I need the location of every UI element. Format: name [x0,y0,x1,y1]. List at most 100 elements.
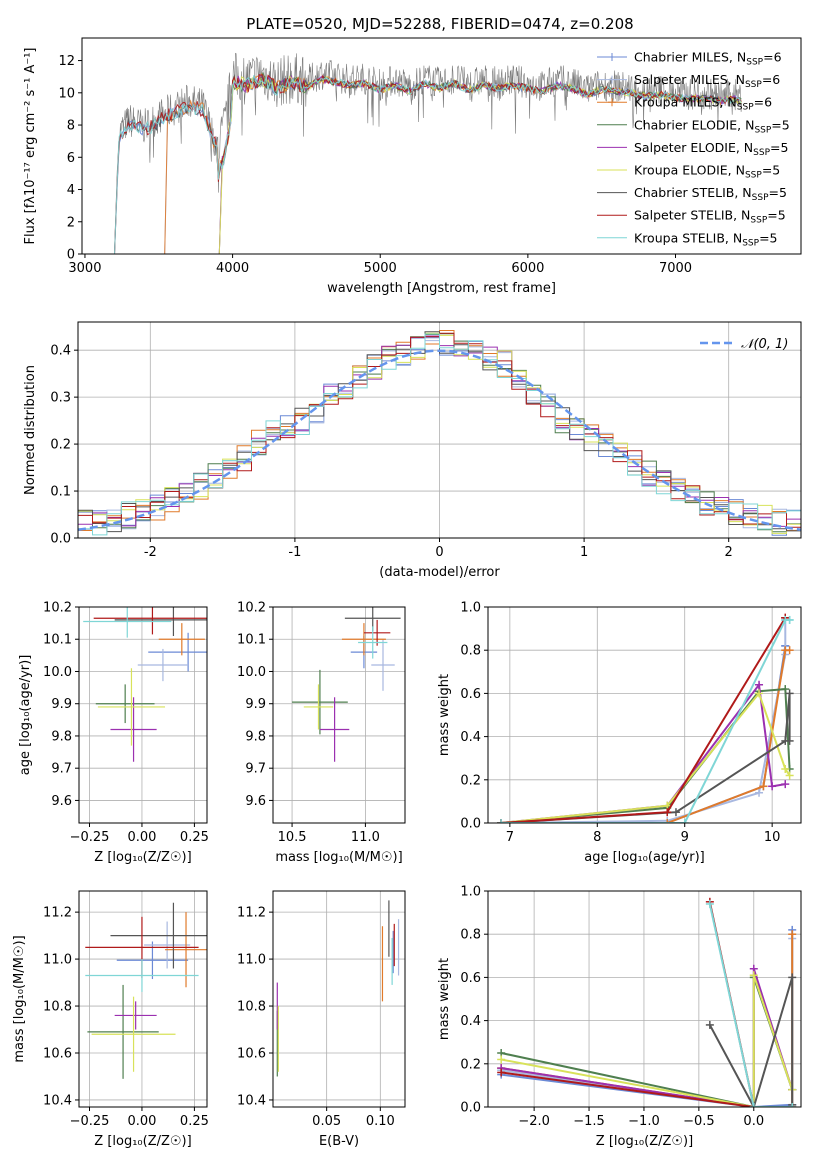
x-tick-label: 1 [580,545,588,560]
legend-rest: =6 [754,95,772,110]
x-tick-label: 0.0 [743,1114,764,1129]
x-tick-label: 7 [506,830,514,845]
y-tick-label: 10.2 [237,601,266,616]
y-tick-label: 0.8 [460,928,481,943]
y-tick-label: 10.4 [237,1093,266,1108]
legend-sub: SSP [737,103,754,113]
y-tick-label: 10.4 [43,1093,72,1108]
y-tick-label: 0.2 [460,773,481,788]
x-tick-label: 0.00 [127,830,156,845]
axes-frame [78,890,208,1108]
y-axis-label: Normed distribution [23,365,38,495]
x-tick-label: 4000 [216,261,249,276]
x-axis-label: mass [log₁₀(M/M☉)] [275,850,402,865]
x-tick-label: −0.25 [70,1114,110,1129]
y-axis-label: Flux [fλ10⁻¹⁷ erg cm⁻² s⁻¹ A⁻¹] [23,48,38,245]
legend-label: Chabrier MILES, NSSP=6 [634,50,782,68]
y-tick-label: 11.0 [43,953,72,968]
y-tick-label: 2 [67,215,75,230]
x-tick-label: 10.5 [278,830,307,845]
x-tick-label: 0.00 [127,1114,156,1129]
legend-sub: SSP [754,125,771,135]
x-tick-label: 0.25 [180,830,209,845]
axes-frame [272,890,406,1108]
x-tick-label: 0 [435,545,443,560]
y-tick-label: 0.4 [50,344,71,359]
y-tick-label: 0.2 [50,438,71,453]
legend-sub: SSP [745,80,762,90]
x-tick-label: −2.0 [518,1114,550,1129]
x-tick-label: 0.10 [366,1114,395,1129]
x-tick-label: −0.5 [683,1114,715,1129]
normal-curve [78,349,801,532]
x-tick-label: −0.25 [70,830,110,845]
legend-label: Salpeter STELIB, NSSP=5 [634,208,786,226]
x-axis-label: (data-model)/error [379,565,500,580]
y-tick-label: 9.6 [51,794,72,809]
panel-age_vs_Z: −0.25 0.00 0.25 9.6 9.7 9.8 9.9 10.0 10.1 10.2 Z [… [18,601,209,866]
y-axis-label: age [log₁₀(age/yr)] [18,655,33,776]
y-tick-label: 1.0 [460,885,481,900]
legend-label: Salpeter ELODIE, NSSP=5 [634,140,788,158]
x-tick-label: 8 [593,830,601,845]
x-tick-label: -1 [288,545,301,560]
panel-weight_vs_Z: −2.0 −1.5 −1.0 −0.5 0.0 0.0 0.2 0.4 0.6 0.8 1.0 Z [… [437,885,802,1149]
plot-area-mass_vs_Z [85,902,207,1079]
y-tick-label: 0.0 [50,532,71,547]
legend-label: Kroupa ELODIE, NSSP=5 [634,163,780,181]
y-tick-label: 0.6 [460,687,481,702]
observed-spectrum-line [114,52,742,254]
y-tick-label: 9.9 [51,697,72,712]
y-tick-label: 0.3 [50,391,71,406]
histogram-step-8 [78,333,801,538]
x-tick-label: 10 [764,830,781,845]
legend-sub: SSP [752,193,769,203]
y-tick-label: 10.8 [237,1000,266,1015]
weight-line-0 [501,645,787,823]
legend-label: Kroupa STELIB, NSSP=5 [634,230,778,248]
x-axis-label: E(B-V) [319,1134,359,1149]
legend-sub: SSP [742,238,759,248]
legend-sub: SSP [753,148,770,158]
legend-sub: SSP [746,58,763,68]
panel-mass_vs_ebv: 0.05 0.10 10.4 10.6 10.8 11.0 11.2 E(B-V) [237,890,406,1149]
legend-sub: SSP [745,171,762,181]
y-tick-label: 0.1 [50,485,71,500]
y-tick-label: 9.9 [245,697,266,712]
y-tick-label: 10.1 [43,633,72,648]
weight-line-8 [708,903,793,1107]
weight-line-5 [501,974,794,1107]
x-tick-label: 3000 [68,261,101,276]
axes-frame [78,606,208,824]
legend: Chabrier MILES, NSSP=6 Salpeter MILES, NS… [597,50,790,248]
legend-rest: =5 [770,140,788,155]
axes-frame [487,606,802,824]
weight-line-6 [501,693,791,823]
legend-rest: =5 [759,230,777,245]
y-tick-label: 10.0 [237,665,266,680]
legend-rest: =6 [762,72,780,87]
y-tick-label: 10.2 [43,601,72,616]
y-axis-label: mass weight [437,674,452,756]
x-tick-label: 2 [725,545,733,560]
panel-mass_vs_Z: −0.25 0.00 0.25 10.4 10.6 10.8 11.0 11.2 Z [log₁… [12,890,209,1149]
y-tick-label: 9.7 [51,762,72,777]
y-tick-label: 9.8 [51,729,72,744]
legend-label: Chabrier STELIB, NSSP=5 [634,185,787,203]
plot-area-mass_vs_ebv [276,900,400,1077]
y-axis-label: mass [log₁₀(M/M☉)] [12,935,27,1062]
y-tick-label: 0.0 [460,817,481,832]
plot-area-weight_vs_age [497,613,794,823]
plot-area-age_vs_mass [292,607,401,762]
plot-area-age_vs_Z [83,607,207,762]
y-tick-label: 0.6 [460,971,481,986]
y-tick-label: 12 [58,54,75,69]
legend-rest: =5 [769,185,787,200]
y-tick-label: 0.2 [460,1057,481,1072]
y-tick-label: 0.4 [460,730,481,745]
y-tick-label: 11.2 [43,906,72,921]
weight-line-7 [501,617,787,823]
y-tick-label: 8 [67,119,75,134]
x-tick-label: 0.25 [180,1114,209,1129]
